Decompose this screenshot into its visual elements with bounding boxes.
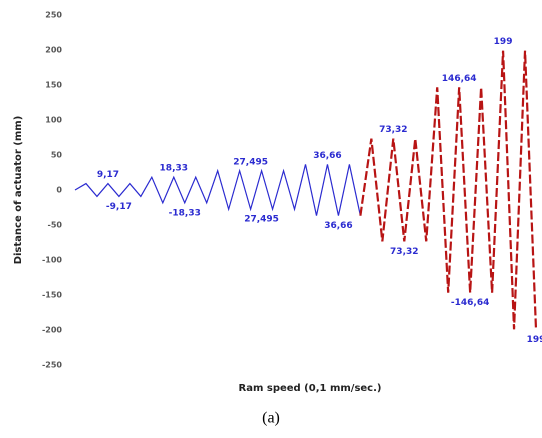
data-annotation: 18,33 bbox=[160, 164, 188, 174]
y-tick-label: -50 bbox=[48, 221, 63, 230]
data-annotation: -146,64 bbox=[451, 298, 489, 308]
y-tick-label: 200 bbox=[45, 46, 62, 55]
caption: (a) bbox=[262, 410, 280, 427]
data-annotation: 146,64 bbox=[442, 74, 477, 84]
data-annotation: 36,66 bbox=[324, 221, 352, 231]
data-annotation: 9,17 bbox=[97, 170, 119, 180]
y-tick-label: 100 bbox=[45, 116, 62, 125]
y-tick-label: 0 bbox=[56, 186, 62, 195]
data-annotation: 73,32 bbox=[379, 125, 407, 135]
y-tick-label: 150 bbox=[45, 81, 62, 90]
data-annotation: 27,495 bbox=[233, 157, 268, 167]
y-tick-label: 50 bbox=[51, 151, 63, 160]
data-annotation: 199 bbox=[527, 335, 542, 345]
data-annotation: 36,66 bbox=[313, 151, 341, 161]
y-tick-label: -250 bbox=[42, 361, 62, 370]
data-annotation: 27,495 bbox=[244, 215, 279, 225]
y-tick-label: -150 bbox=[42, 291, 62, 300]
y-tick-label: -100 bbox=[42, 256, 62, 265]
data-annotation: 199 bbox=[494, 37, 513, 47]
data-line bbox=[74, 164, 361, 216]
data-annotation: -9,17 bbox=[106, 202, 132, 212]
x-axis-label: Ram speed (0,1 mm/sec.) bbox=[239, 383, 382, 394]
data-annotation: -18,33 bbox=[169, 208, 201, 218]
data-line bbox=[359, 50, 538, 330]
data-annotation: 73,32 bbox=[390, 247, 418, 257]
y-axis-label: Distance of actuator (mm) bbox=[13, 116, 24, 265]
y-tick-label: 250 bbox=[45, 11, 62, 20]
y-tick-label: -200 bbox=[42, 326, 62, 335]
